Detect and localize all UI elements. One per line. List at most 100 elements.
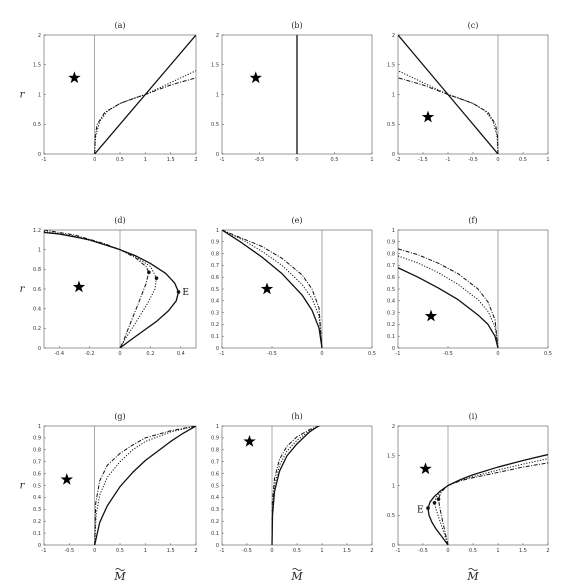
x-tick-label: 1	[144, 548, 147, 554]
series-solid	[44, 231, 180, 348]
y-tick-label: 0.1	[211, 334, 219, 340]
y-tick-label: 1.5	[211, 63, 219, 69]
series-dashdot	[398, 77, 499, 154]
y-tick-label: 0.7	[211, 263, 219, 269]
x-tick-label: 0.5	[331, 157, 339, 163]
panel-label: (i)	[469, 412, 478, 421]
panel-b: -1 -0.5 0 0.5 1 0 0.5 1 1.5 2 (b)	[211, 21, 374, 163]
y-tick-label: 0.5	[211, 122, 219, 128]
y-tick-label: 0.9	[211, 436, 219, 442]
panel-f: -1 -0.5 0 0.5 0 0.1 0.2 0.3 0.4 0.5 0.6 0.7 0.8 0.9 1 (…	[387, 216, 552, 357]
y-tick-label: 1.5	[387, 454, 395, 460]
y-tick-label: 1	[38, 247, 41, 253]
y-tick-label: 0.8	[33, 267, 41, 273]
x-tick-label: 1.5	[167, 157, 175, 163]
star-icon	[260, 282, 274, 295]
y-tick-label: 0.7	[387, 263, 395, 269]
y-tick-label: 1.2	[33, 228, 41, 234]
x-tick-label: 0	[93, 157, 96, 163]
turning-point-marker	[147, 270, 151, 275]
x-axis-label: M	[290, 570, 303, 583]
y-tick-label: 0.9	[211, 240, 219, 246]
series-dashdot	[438, 462, 548, 545]
x-tick-label: -0.5	[418, 548, 428, 554]
annotation-label: E	[417, 505, 424, 515]
star-icon	[249, 71, 262, 84]
star-icon	[60, 473, 73, 485]
y-tick-label: 0.6	[211, 471, 219, 477]
plot-frame	[397, 229, 549, 349]
y-tick-label: 2	[392, 424, 395, 430]
x-tick-label: -1	[220, 157, 225, 163]
y-tick-label: 0.6	[387, 275, 395, 281]
y-tick-label: 0	[392, 346, 395, 352]
x-tick-label: -0.2	[85, 351, 95, 357]
x-tick-label: -1	[446, 157, 451, 163]
series-dotted	[434, 458, 548, 545]
x-tick-label: 2	[194, 157, 197, 163]
star-icon	[419, 462, 432, 475]
turning-point-marker	[154, 276, 159, 280]
series-solid	[271, 426, 320, 545]
panel-e: -1 -0.5 0 0.5 0 0.1 0.2 0.3 0.4 0.5 0.6 0.7 0.8 0.9 1 (…	[211, 216, 376, 357]
y-tick-label: 2	[38, 33, 41, 39]
y-tick-label: 1	[392, 228, 395, 234]
y-tick-label: 1	[216, 424, 219, 430]
x-tick-label: 2	[370, 548, 373, 554]
series-dotted	[222, 230, 323, 348]
x-tick-label: -1	[220, 548, 225, 554]
y-tick-label: 0.8	[211, 251, 219, 257]
y-tick-label: 0.7	[33, 460, 41, 466]
y-tick-label: 1	[38, 92, 41, 98]
x-tick-label: 1	[546, 157, 549, 163]
panel-i: -1 -0.5 0 0.5 1 1.5 2 0 0.5 1 1.5 2 E (i) M	[387, 412, 550, 583]
series-dashdot	[94, 77, 196, 154]
x-tick-label: 1	[496, 548, 499, 554]
turning-point-marker	[436, 497, 441, 501]
series-dotted	[94, 426, 196, 545]
series-dotted	[398, 255, 499, 348]
x-tick-label: 1.5	[167, 548, 175, 554]
y-tick-label: 0.5	[387, 513, 395, 519]
y-tick-label: 0.2	[211, 519, 219, 525]
x-tick-label: 0.5	[368, 351, 376, 357]
y-tick-label: 2	[216, 33, 219, 39]
x-tick-label: -1	[42, 157, 47, 163]
y-tick-label: 0.7	[211, 460, 219, 466]
annotation-label: E	[182, 288, 189, 298]
tilde-accent	[115, 568, 125, 571]
x-tick-label: 1	[370, 157, 373, 163]
y-tick-label: 1	[216, 92, 219, 98]
x-axis-label: M	[113, 570, 126, 583]
tilde-accent	[292, 568, 302, 571]
y-tick-label: 1	[38, 424, 41, 430]
panel-d: -0.4 -0.2 0 0.2 0.4 0 0.2 0.4 0.6 0.8 1 1.2 E (d) r	[20, 216, 197, 357]
x-tick-label: -1	[396, 351, 401, 357]
x-tick-label: -1.5	[418, 157, 428, 163]
x-tick-label: 2	[546, 548, 549, 554]
series-dashdot	[271, 426, 321, 545]
panel-label: (e)	[292, 216, 303, 225]
y-tick-label: 1	[392, 92, 395, 98]
series-dashdot	[94, 426, 196, 545]
plot-frame	[43, 34, 197, 155]
series-dashdot	[398, 248, 499, 348]
y-tick-label: 0	[216, 152, 219, 158]
y-tick-label: 0	[38, 543, 41, 549]
x-tick-label: -0.4	[54, 351, 64, 357]
y-tick-label: 0	[392, 543, 395, 549]
y-tick-label: 0	[38, 346, 41, 352]
panel-label: (g)	[114, 412, 125, 421]
y-tick-label: 1	[392, 483, 395, 489]
y-tick-label: 0.5	[211, 483, 219, 489]
panel-c: -2 -1.5 -1 -0.5 0 0.5 1 0 0.5 1 1.5 2 (c)	[387, 21, 550, 163]
plot-frame	[397, 425, 549, 546]
y-tick-label: 0.9	[387, 240, 395, 246]
y-tick-label: 0.4	[33, 495, 41, 501]
tilde-accent	[468, 568, 478, 571]
x-tick-label: -0.5	[64, 548, 74, 554]
x-tick-label: -0.5	[255, 157, 265, 163]
y-tick-label: 0.3	[211, 310, 219, 316]
turning-point-marker	[176, 290, 181, 294]
